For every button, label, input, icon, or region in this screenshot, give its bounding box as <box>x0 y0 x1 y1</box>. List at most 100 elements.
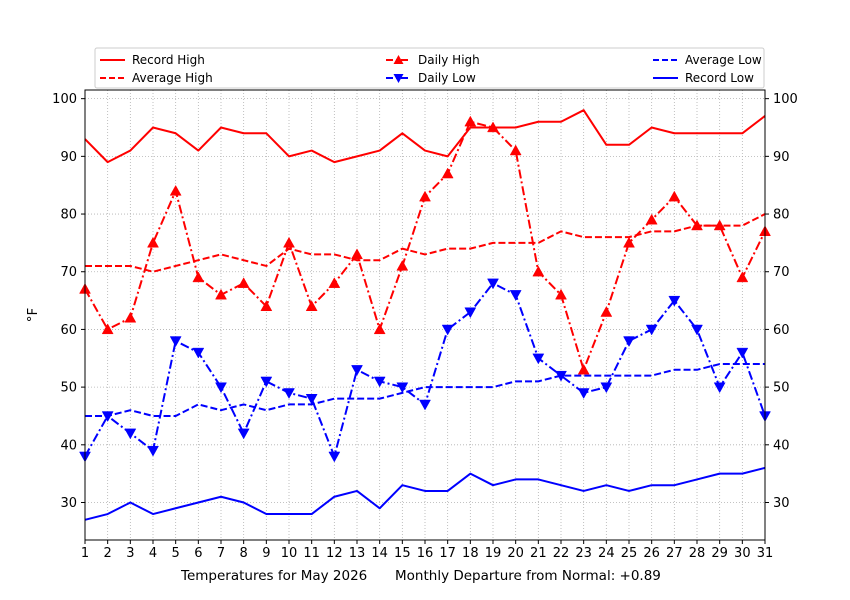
y-tick-label-left: 80 <box>60 208 77 223</box>
y-tick-label-right: 80 <box>773 208 790 223</box>
legend-label-daily-high: Daily High <box>418 53 480 67</box>
y-tick-label-left: 60 <box>60 323 77 338</box>
daily-low-point <box>736 347 749 359</box>
daily-high-point <box>713 219 726 231</box>
y-tick-label-left: 90 <box>60 150 77 165</box>
daily-high-point <box>283 236 295 248</box>
daily-low-point <box>487 278 499 290</box>
daily-high-point <box>192 271 205 283</box>
x-tick-label: 9 <box>262 546 270 561</box>
x-tick-label: 29 <box>711 546 728 561</box>
legend-label-average-low: Average Low <box>685 53 762 67</box>
legend-label-average-high: Average High <box>132 71 213 85</box>
daily-low-point <box>577 388 590 399</box>
x-tick-label: 19 <box>485 546 502 561</box>
legend-marker-daily-low <box>393 74 404 83</box>
x-tick-label: 7 <box>217 546 225 561</box>
x-tick-label: 8 <box>240 546 248 561</box>
x-tick-label: 26 <box>643 546 660 561</box>
x-tick-label: 1 <box>81 546 89 561</box>
y-tick-label-left: 30 <box>60 496 77 511</box>
x-tick-label: 11 <box>303 546 320 561</box>
daily-low-point <box>283 388 295 399</box>
daily-high-point <box>147 236 159 248</box>
x-tick-label: 5 <box>172 546 180 561</box>
y-tick-label-left: 40 <box>60 438 77 453</box>
x-tick-label: 17 <box>439 546 456 561</box>
daily-high-point <box>623 236 635 248</box>
daily-low-point <box>124 428 137 440</box>
daily-high-point <box>509 144 522 156</box>
y-tick-label-right: 90 <box>773 150 790 165</box>
daily-low-point <box>691 324 703 336</box>
daily-low-point <box>237 428 250 440</box>
daily-low-point <box>351 365 363 376</box>
x-tick-label: 13 <box>349 546 366 561</box>
y-tick-label-right: 60 <box>773 323 790 338</box>
legend-marker-daily-high <box>393 55 404 64</box>
x-tick-label: 30 <box>734 546 751 561</box>
daily-low-point <box>464 307 477 319</box>
daily-low-point <box>713 382 726 394</box>
y-axis-label: °F <box>25 308 41 323</box>
grid-lines <box>84 90 766 540</box>
daily-high-point <box>260 300 273 311</box>
x-tick-label: 14 <box>371 546 388 561</box>
x-tick-label: 16 <box>417 546 434 561</box>
daily-high-point <box>736 271 749 283</box>
x-tick-label: 25 <box>621 546 638 561</box>
daily-high-point <box>419 190 431 202</box>
x-tick-label: 27 <box>666 546 683 561</box>
series-markers <box>79 115 771 463</box>
daily-high-point <box>237 277 250 288</box>
x-tick-label: 6 <box>194 546 202 561</box>
daily-low-point <box>101 411 114 422</box>
departure-note: Monthly Departure from Normal: +0.89 <box>395 568 661 584</box>
daily-low-point <box>600 382 613 394</box>
legend-label-record-high: Record High <box>132 53 205 67</box>
daily-high-point <box>215 288 227 300</box>
x-tick-label: 12 <box>326 546 343 561</box>
daily-high-point <box>668 190 681 202</box>
daily-low-point <box>328 451 341 463</box>
daily-high-point <box>351 248 363 260</box>
daily-low-point <box>192 347 205 359</box>
x-tick-label: 24 <box>598 546 615 561</box>
daily-low-point <box>373 376 386 388</box>
x-tick-label: 28 <box>689 546 706 561</box>
daily-low-point <box>668 295 681 307</box>
daily-high-point <box>441 167 454 179</box>
y-tick-label-right: 40 <box>773 438 790 453</box>
daily-high-point <box>101 323 114 335</box>
legend-label-record-low: Record Low <box>685 71 754 85</box>
daily-high-point <box>373 323 386 335</box>
x-tick-label: 21 <box>530 546 547 561</box>
daily-low-point <box>147 445 159 457</box>
daily-low-point <box>645 324 658 336</box>
x-axis-label: Temperatures for May 2026 <box>180 568 367 584</box>
x-tick-label: 10 <box>281 546 298 561</box>
legend-box <box>94 47 765 89</box>
daily-low-point <box>441 324 454 336</box>
legend: Record High Average High Daily High Daily L… <box>94 47 765 89</box>
y-tick-label-left: 100 <box>52 92 77 107</box>
daily-low-point <box>305 394 318 405</box>
y-tick-label-right: 70 <box>773 265 790 280</box>
x-tick-label: 4 <box>149 546 157 561</box>
daily-high-point <box>169 184 182 196</box>
daily-low-point <box>169 336 182 347</box>
daily-low-point <box>215 382 227 394</box>
daily-high-point <box>691 219 703 231</box>
daily-low-point <box>396 382 409 394</box>
daily-high-point <box>328 277 341 288</box>
legend-label-daily-low: Daily Low <box>418 71 476 85</box>
daily-high-point <box>464 115 477 127</box>
daily-low-point <box>623 336 635 347</box>
daily-high-point <box>555 288 567 300</box>
y-tick-label-right: 30 <box>773 496 790 511</box>
daily-high-point <box>124 311 137 323</box>
x-tick-label: 3 <box>126 546 134 561</box>
daily-high-point <box>532 265 545 277</box>
x-tick-label: 20 <box>507 546 524 561</box>
daily-high-point <box>305 300 318 311</box>
